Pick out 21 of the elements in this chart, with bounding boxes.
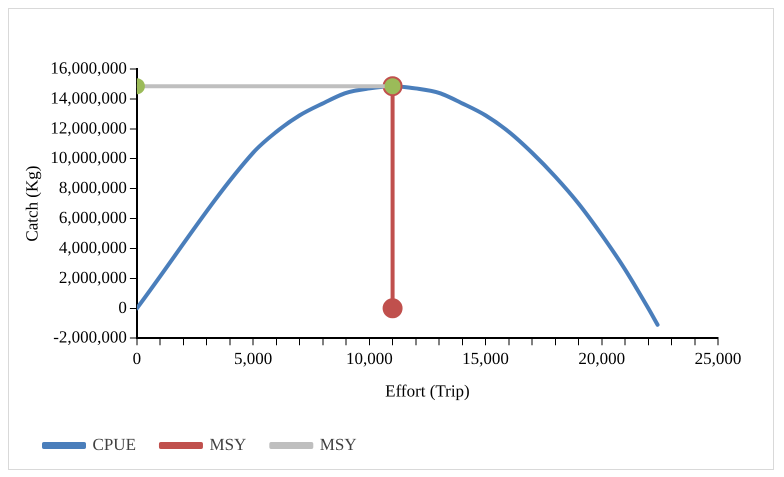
legend-label: MSY: [209, 434, 246, 454]
x-tick-label: 10,000: [346, 348, 393, 368]
legend-label: CPUE: [92, 434, 136, 454]
y-tick-label: 10,000,000: [50, 148, 127, 168]
y-tick-label: 8,000,000: [58, 178, 127, 198]
x-axis-title: Effort (Trip): [385, 381, 470, 400]
y-tick-label: 14,000,000: [50, 88, 127, 108]
x-tick-label: 20,000: [578, 348, 626, 368]
y-tick-label: 12,000,000: [50, 118, 127, 138]
x-tick-label: 0: [132, 348, 142, 368]
x-tick-label: 5,000: [234, 348, 272, 368]
y-tick-label: -2,000,000: [53, 328, 127, 347]
y-tick-label: 0: [118, 298, 127, 317]
y-axis-title: Catch (Kg): [22, 166, 42, 242]
legend-label: MSY: [320, 434, 357, 454]
x-tick-label: 25,000: [694, 348, 742, 368]
y-tick-label: 4,000,000: [58, 238, 127, 257]
y-tick-label: 6,000,000: [58, 208, 127, 228]
y-tick-label: 16,000,000: [50, 58, 127, 78]
y-tick-label: 2,000,000: [58, 268, 127, 287]
x-tick-label: 15,000: [462, 348, 509, 368]
